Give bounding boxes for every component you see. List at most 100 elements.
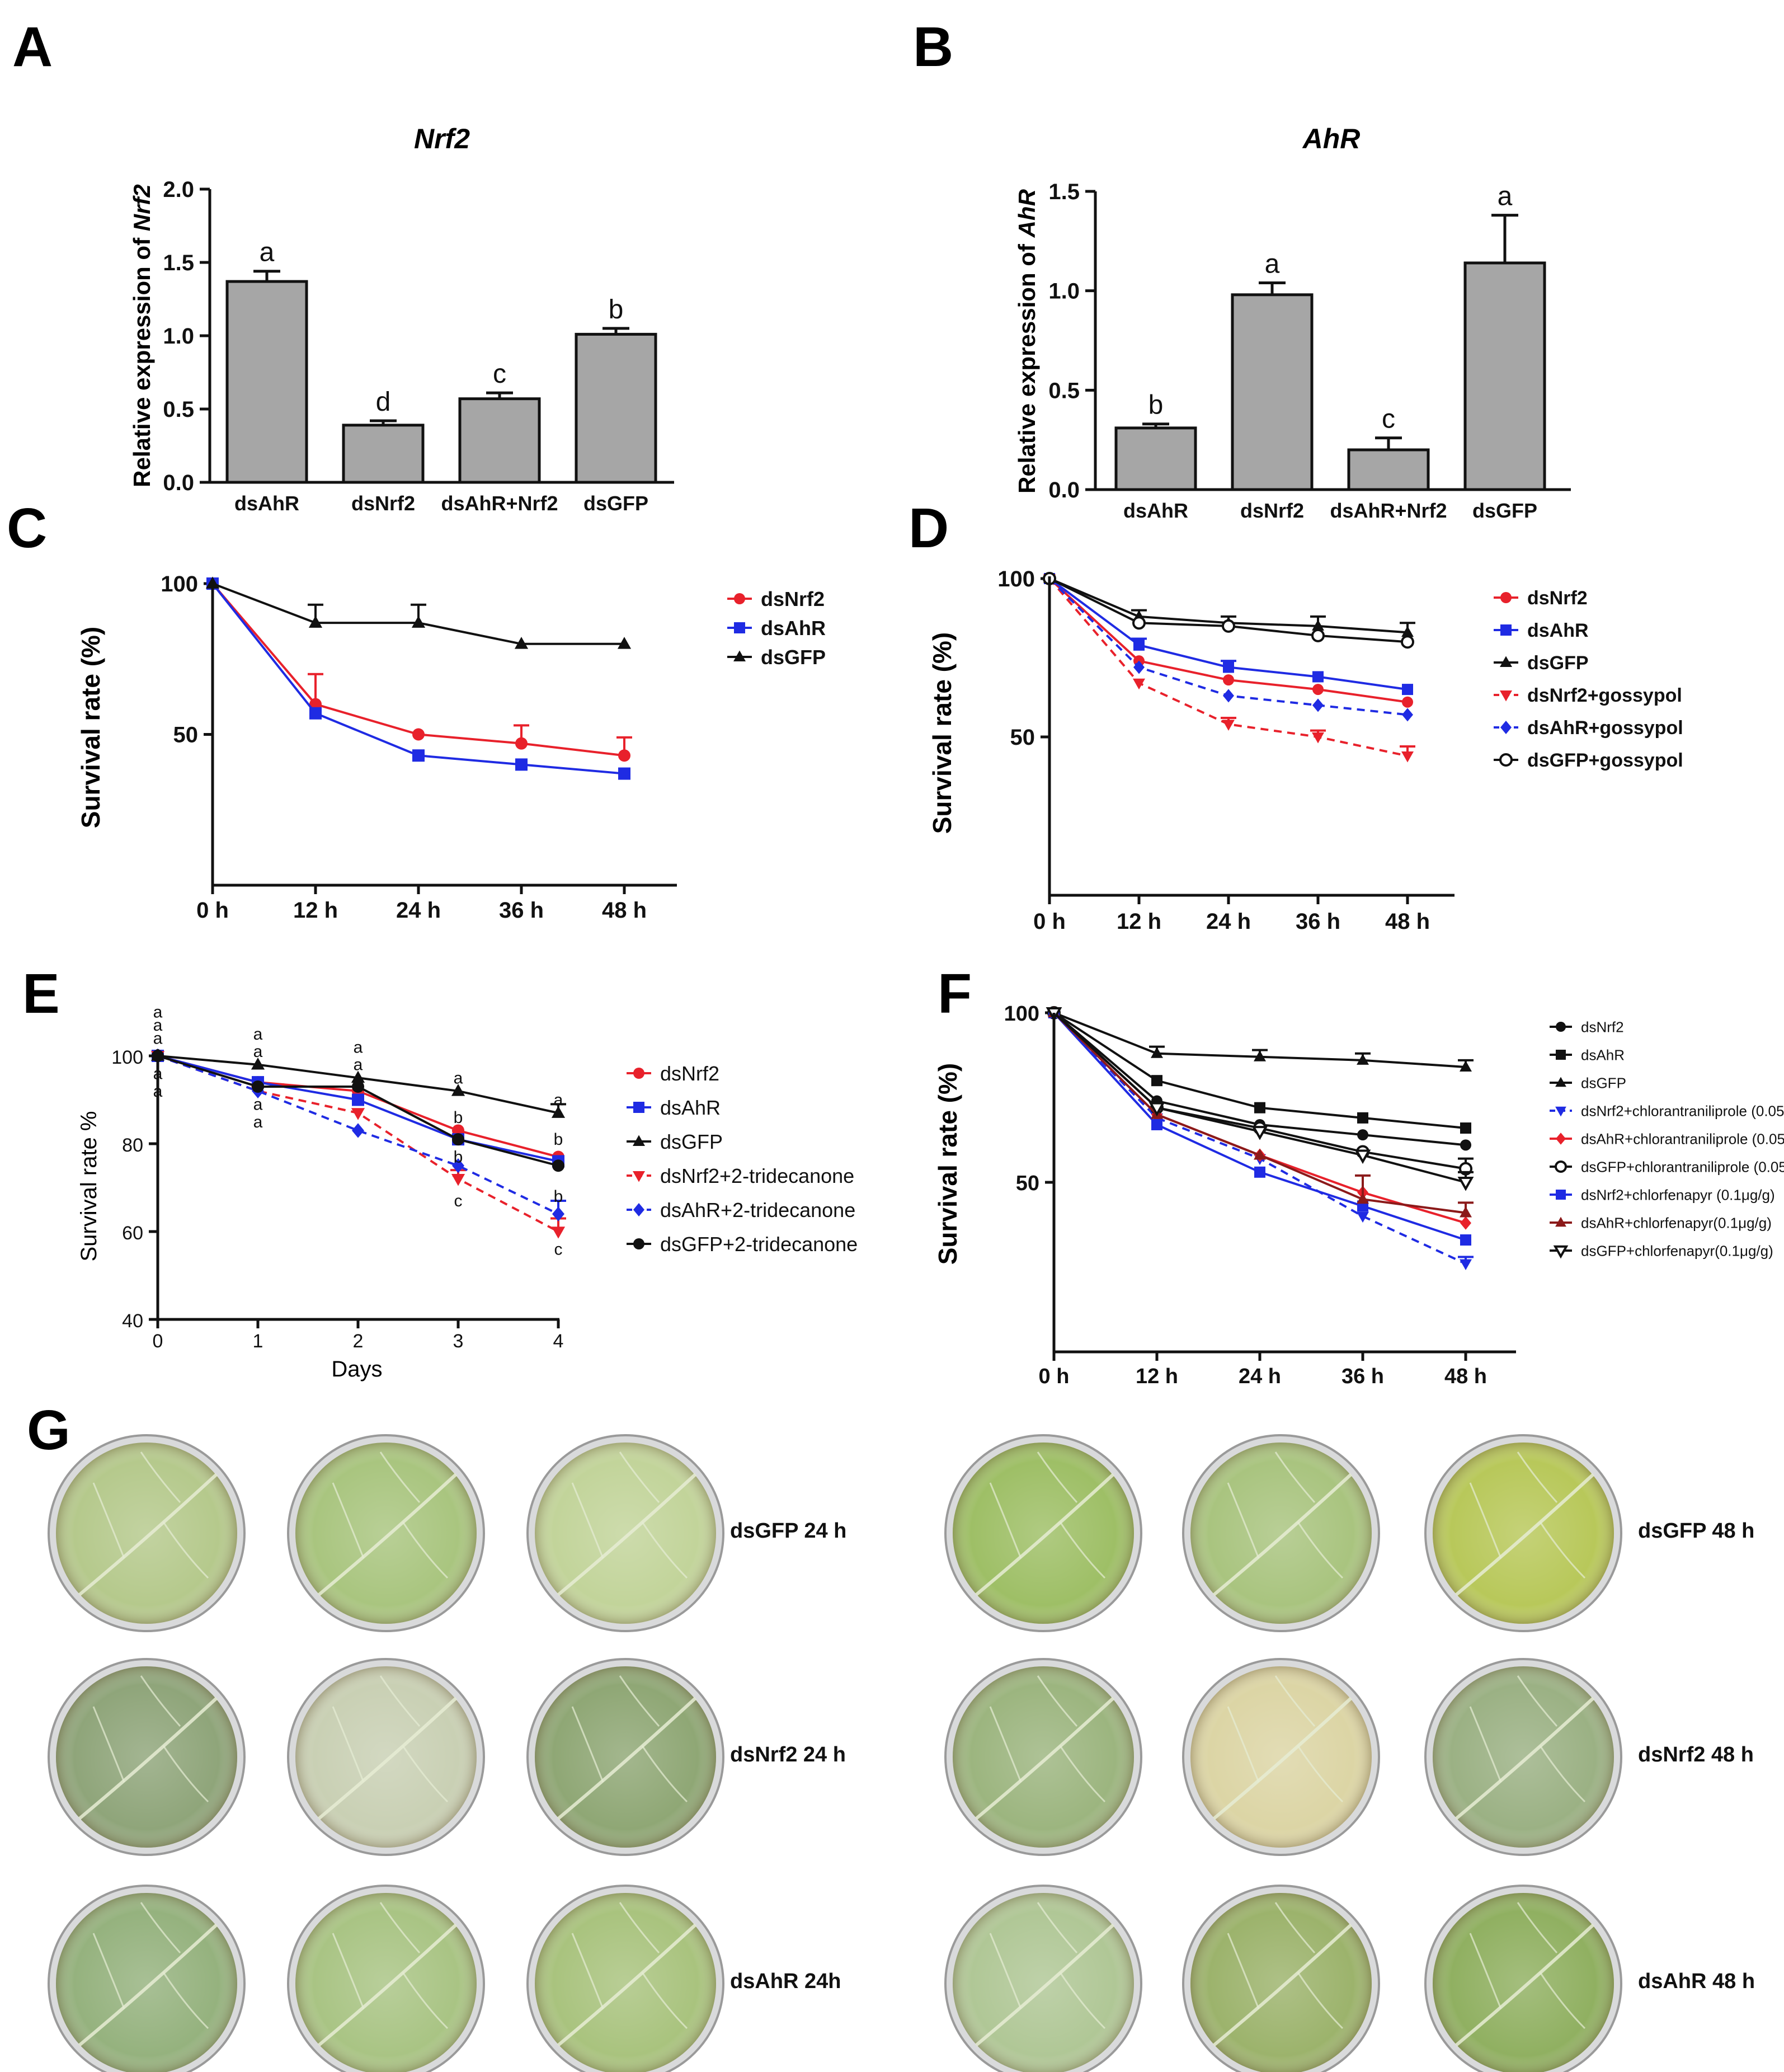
leaf-shading — [535, 1443, 716, 1624]
chart-c-point — [412, 749, 425, 762]
chart-d-point — [1223, 689, 1234, 703]
chart-d-point — [1402, 684, 1413, 696]
photo-row-label: dsGFP 48 h — [1638, 1519, 1754, 1543]
chart-a-bar — [575, 332, 657, 484]
chart-d-xtick-label: 0 h — [1033, 909, 1066, 934]
chart-b-ylabel-gene: AhR — [1014, 189, 1040, 238]
leaf-midrib — [318, 1473, 458, 1596]
chart-a-category-label: dsAhR+Nrf2 — [441, 492, 558, 515]
chart-d-xtick-label: 48 h — [1385, 909, 1430, 934]
chart-d-ytick-label: 100 — [997, 567, 1035, 591]
chart-c-xtick-label: 12 h — [293, 898, 338, 923]
leaf-photo — [526, 1434, 724, 1632]
chart-e-point — [451, 1084, 465, 1096]
chart-b-title: AhR — [1302, 123, 1361, 154]
leaf-photo — [287, 1658, 485, 1856]
leaf-shading — [953, 1666, 1134, 1848]
leaf-vein — [1227, 1902, 1344, 2029]
chart-e-ylabel: Survival rate % — [77, 1111, 101, 1262]
chart-c-ylabel: Survival rate (%) — [76, 627, 105, 828]
chart-f-xtick-label: 36 h — [1341, 1365, 1384, 1388]
chart-c-point — [514, 637, 529, 649]
chart-d-legend-label: dsAhR+gossypol — [1527, 717, 1683, 739]
photo-row-label: dsNrf2 48 h — [1638, 1743, 1754, 1766]
chart-a-category-label: dsNrf2 — [351, 492, 415, 515]
chart-d-legend-marker — [1500, 721, 1512, 734]
chart-e-ytick-label: 40 — [122, 1310, 143, 1332]
leaf-shading — [1190, 1666, 1372, 1848]
chart-d-point — [1402, 708, 1413, 722]
chart-d-legend-label: dsNrf2 — [1527, 588, 1588, 609]
chart-f-point — [1460, 1234, 1471, 1246]
chart-f-point — [1460, 1259, 1472, 1270]
chart-c-legend-label: dsNrf2 — [761, 588, 825, 610]
chart-e-point — [451, 1174, 465, 1186]
chart-b-sig-letter: b — [1148, 391, 1164, 420]
panel-label-e: E — [22, 962, 60, 1025]
panel-label-a: A — [12, 16, 53, 78]
chart-f-series-line — [1053, 1012, 1466, 1224]
leaf-midrib — [1213, 1697, 1353, 1820]
leaf-vein — [571, 1451, 688, 1579]
chart-c-legend-marker — [734, 593, 745, 604]
chart-e-xtick-label: 4 — [553, 1331, 564, 1352]
leaf-vein — [989, 1451, 1106, 1579]
chart-d-legend-marker — [1499, 753, 1513, 767]
chart-d-ylabel: Survival rate (%) — [928, 632, 957, 834]
chart-f-legend-label: dsNrf2+chlorantraniliprole (0.05μg/g) — [1581, 1102, 1784, 1119]
photo-row-label: dsNrf2 24 h — [730, 1743, 846, 1766]
chart-c-point — [618, 767, 630, 780]
chart-b-sig-letter: a — [1265, 249, 1280, 279]
leaf-vein — [1469, 1902, 1586, 2029]
chart-d-point — [1312, 671, 1324, 683]
chart-f-ytick-label: 50 — [1016, 1172, 1039, 1195]
panel-label-g: G — [27, 1399, 70, 1462]
chart-d-point — [1223, 674, 1234, 686]
chart-c-point — [515, 758, 528, 771]
leaf-photo — [287, 1434, 485, 1632]
chart-a-ylabel: Relative expression of Nrf2 — [129, 184, 155, 487]
chart-c-point — [412, 728, 425, 741]
chart-f-point — [1460, 1206, 1472, 1218]
chart-a-title: Nrf2 — [414, 123, 470, 154]
chart-a-ytick-label: 0.0 — [163, 471, 194, 495]
chart-d-point — [1312, 698, 1324, 712]
leaf-midrib — [78, 1923, 218, 2047]
leaf-vein — [332, 1675, 449, 1803]
chart-f-legend-marker — [1555, 1160, 1567, 1173]
chart-d-legend-marker — [1500, 592, 1512, 603]
chart-e-series-line — [157, 1055, 559, 1215]
chart-f-point — [1254, 1166, 1265, 1178]
chart-f-point — [1357, 1192, 1369, 1204]
chart-f-point — [1251, 1126, 1268, 1140]
chart-e-sig-letter: a — [253, 1025, 263, 1044]
chart-f-legend-marker — [1555, 1216, 1566, 1227]
chart-d-xtick-label: 36 h — [1296, 909, 1340, 934]
chart-d-point — [1312, 619, 1324, 631]
chart-d-ytick-label: 50 — [1010, 725, 1035, 750]
leaf-midrib — [1455, 1923, 1595, 2047]
panel-label-b: B — [913, 16, 953, 78]
chart-f-legend-marker — [1555, 1106, 1566, 1117]
chart-f-point — [1254, 1102, 1265, 1113]
chart-e-legend-marker — [633, 1135, 645, 1146]
chart-e-point — [251, 1058, 265, 1070]
chart-e-ytick-label: 80 — [122, 1135, 143, 1156]
leaf-vein — [1469, 1675, 1586, 1803]
leaf-vein — [989, 1902, 1106, 2029]
chart-f-point — [1457, 1177, 1474, 1191]
chart-b-ahr-expression: AhR Relative expression of AhR 0.0 0.5 1.0… — [1014, 123, 1571, 522]
chart-f-legend-label: dsGFP+chlorfenapyr(0.1μg/g) — [1581, 1242, 1773, 1259]
leaf-photo — [1424, 1658, 1622, 1856]
chart-e-point — [351, 1070, 365, 1083]
chart-d-legend-label: dsAhR — [1527, 620, 1589, 641]
chart-d-point — [1402, 696, 1413, 708]
chart-e-point — [551, 1106, 566, 1118]
chart-e-legend-label: dsAhR — [660, 1096, 721, 1119]
chart-e-sig-letter: a — [354, 1056, 363, 1074]
leaf-vein — [92, 1675, 209, 1803]
chart-c-legend-label: dsGFP — [761, 646, 826, 669]
chart-a-ytick-label: 2.0 — [163, 177, 194, 202]
chart-d-point — [1133, 660, 1145, 674]
